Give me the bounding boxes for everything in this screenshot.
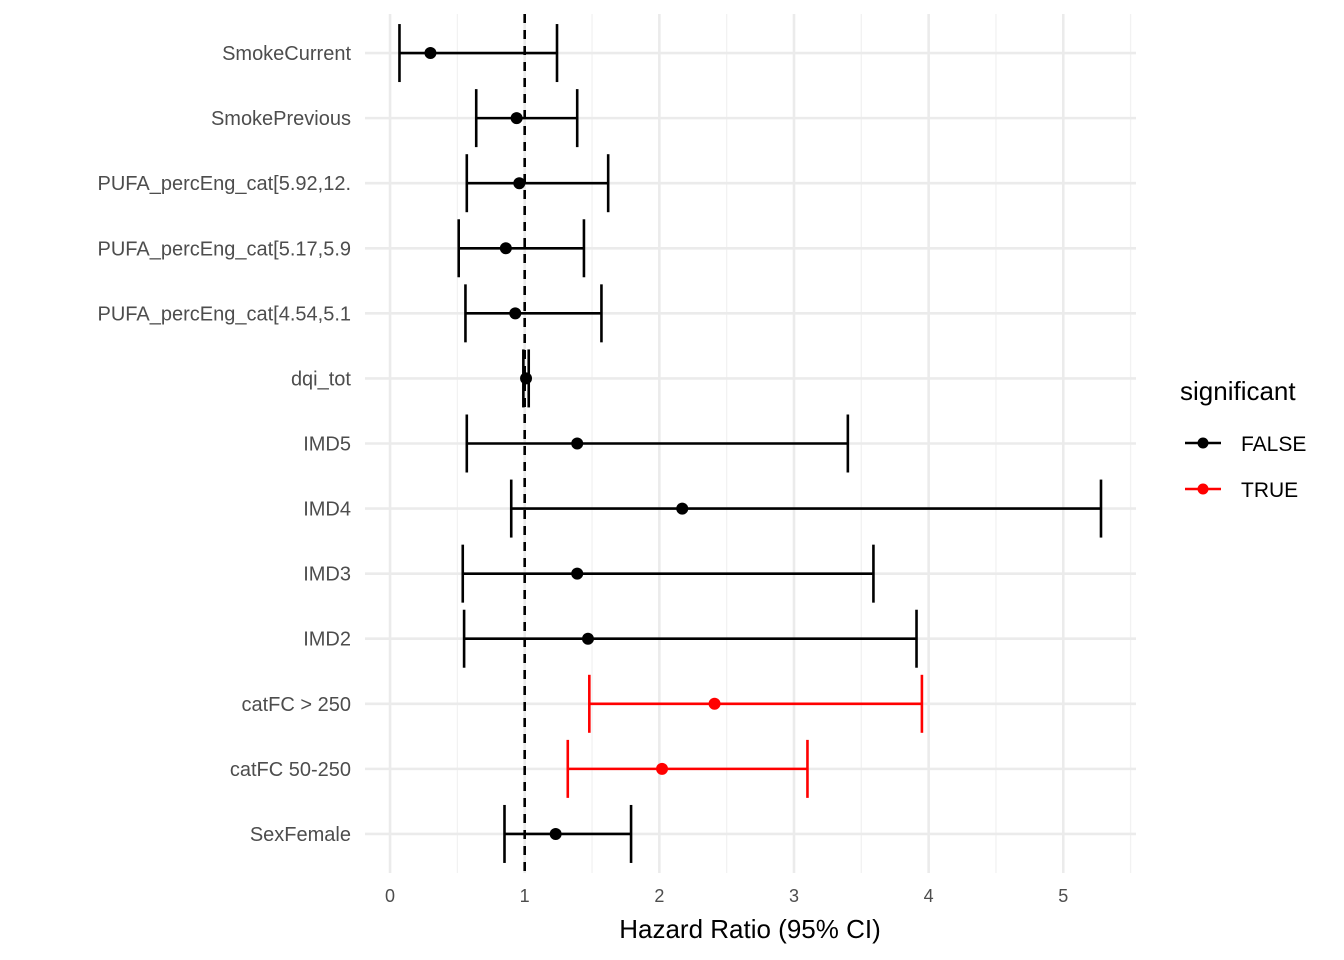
x-tick-label: 3 xyxy=(789,886,799,906)
forest-row-mark xyxy=(464,284,603,343)
y-tick-label: PUFA_percEng_cat[4.54,5.1 xyxy=(98,303,352,325)
forest-row-mark xyxy=(509,479,1103,538)
forest-row-mark xyxy=(461,544,875,603)
forest-row-mark xyxy=(398,24,559,83)
legend-entry-false: FALSE xyxy=(1185,433,1306,456)
legend-entry-true: TRUE xyxy=(1185,479,1298,502)
y-tick-label: dqi_tot xyxy=(291,368,351,390)
forest-row-mark xyxy=(474,89,579,148)
y-tick-label: PUFA_percEng_cat[5.92,12. xyxy=(98,173,352,195)
x-axis-tick-labels: 0 1 2 3 4 5 xyxy=(385,886,1068,906)
legend-key-point-true xyxy=(1197,483,1209,495)
forest-row-mark xyxy=(465,414,850,473)
hr-point xyxy=(509,307,522,320)
x-tick-label: 4 xyxy=(924,886,934,906)
x-tick-label: 0 xyxy=(385,886,395,906)
legend: significant FALSE TRUE xyxy=(1180,376,1306,502)
y-tick-label: SexFemale xyxy=(250,824,351,846)
hr-point xyxy=(549,827,562,840)
forest-row-mark xyxy=(462,609,918,668)
x-tick-label: 5 xyxy=(1058,886,1068,906)
forest-row-mark xyxy=(465,154,610,213)
x-tick-label: 2 xyxy=(654,886,664,906)
y-axis-labels: SmokeCurrent SmokePrevious PUFA_percEng_ca… xyxy=(98,43,352,846)
y-tick-label: PUFA_percEng_cat[5.17,5.9 xyxy=(98,238,352,260)
hr-point xyxy=(510,112,523,125)
hr-point xyxy=(499,242,512,255)
hr-point xyxy=(513,177,526,190)
hr-point xyxy=(676,502,689,515)
y-tick-label: IMD2 xyxy=(303,629,351,651)
legend-title: significant xyxy=(1180,376,1296,406)
forest-row-mark xyxy=(457,219,586,278)
y-tick-label: catFC > 250 xyxy=(241,694,351,716)
x-tick-label: 1 xyxy=(520,886,530,906)
row-gridlines xyxy=(365,51,1136,836)
x-axis-title: Hazard Ratio (95% CI) xyxy=(619,914,881,944)
legend-label-true: TRUE xyxy=(1241,479,1298,502)
error-bars xyxy=(398,24,1103,863)
legend-label-false: FALSE xyxy=(1241,433,1306,456)
forest-row-mark xyxy=(503,804,633,863)
y-tick-label: SmokePrevious xyxy=(211,108,351,130)
hr-point xyxy=(581,632,594,645)
forest-row-mark xyxy=(566,739,809,798)
hr-point xyxy=(571,437,584,450)
forest-row-mark xyxy=(588,674,924,733)
legend-key-point-false xyxy=(1197,437,1209,449)
forest-row-mark xyxy=(520,349,533,408)
hr-point xyxy=(571,567,584,580)
hr-point xyxy=(708,697,721,710)
hr-point xyxy=(424,47,437,60)
hr-point xyxy=(656,762,669,775)
y-tick-label: SmokeCurrent xyxy=(222,43,351,65)
y-tick-label: catFC 50-250 xyxy=(230,759,351,781)
y-tick-label: IMD5 xyxy=(303,434,351,456)
y-tick-label: IMD4 xyxy=(303,499,351,521)
hr-point xyxy=(520,372,533,385)
y-tick-label: IMD3 xyxy=(303,564,351,586)
